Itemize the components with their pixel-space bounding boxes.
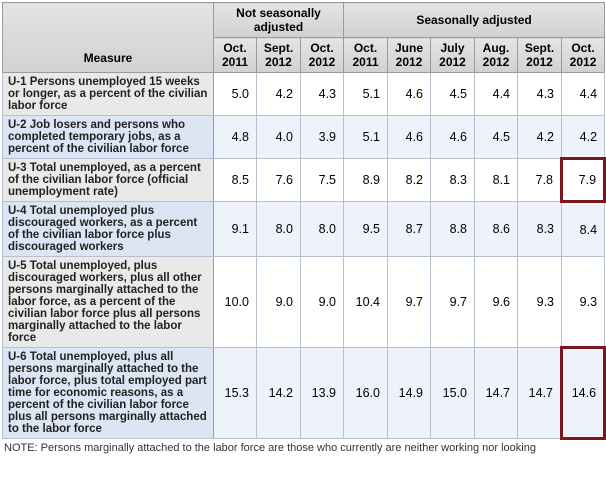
- value-cell: 4.2: [517, 115, 563, 159]
- highlighted-value-cell-u6-oct-2012: 14.6: [560, 346, 606, 440]
- value-cell: 4.0: [256, 115, 301, 159]
- value-cell: 4.6: [387, 72, 432, 116]
- column-header-nsa-sept-2012: Sept. 2012: [256, 37, 301, 73]
- value-cell: 8.0: [299, 201, 345, 257]
- value-cell: 8.9: [343, 158, 389, 202]
- value-cell: 9.6: [474, 256, 519, 348]
- table-row-u2: U-2 Job losers and persons who completed…: [2, 115, 606, 159]
- value-cell: 4.4: [561, 72, 606, 116]
- value-cell: 14.9: [387, 347, 432, 439]
- value-cell: 4.3: [299, 72, 345, 116]
- value-cell: 14.7: [517, 347, 563, 439]
- page-body: Measure Not seasonally adjusted Seasonal…: [2, 2, 606, 454]
- value-cell: 9.5: [343, 201, 389, 257]
- value-cell: 9.0: [256, 256, 301, 348]
- value-cell: 8.5: [213, 158, 257, 202]
- column-header-sa-sept-2012: Sept. 2012: [517, 37, 563, 73]
- value-cell: 5.1: [343, 72, 389, 116]
- unemployment-measures-table: Measure Not seasonally adjusted Seasonal…: [2, 2, 606, 440]
- value-cell: 15.0: [430, 347, 476, 439]
- value-cell: 9.0: [299, 256, 345, 348]
- column-header-sa-oct-2011: Oct. 2011: [343, 37, 389, 73]
- value-cell: 4.4: [474, 72, 519, 116]
- measure-label-u1: U-1 Persons unemployed 15 weeks or longe…: [2, 72, 214, 116]
- table-row-u3: U-3 Total unemployed, as a percent of th…: [2, 157, 606, 203]
- value-cell: 9.7: [387, 256, 432, 348]
- value-cell: 4.5: [474, 115, 519, 159]
- table-row-u1: U-1 Persons unemployed 15 weeks or longe…: [2, 72, 606, 116]
- value-cell: 3.9: [299, 115, 345, 159]
- value-cell: 9.7: [430, 256, 476, 348]
- value-cell: 4.2: [561, 115, 606, 159]
- group-header-row: Measure Not seasonally adjusted Seasonal…: [2, 2, 606, 73]
- value-cell: 9.3: [561, 256, 606, 348]
- value-cell: 4.6: [430, 115, 476, 159]
- value-cell: 16.0: [343, 347, 389, 439]
- value-cell: 8.6: [474, 201, 519, 257]
- table-row-u5: U-5 Total unemployed, plus discouraged w…: [2, 256, 606, 348]
- table-header: Measure Not seasonally adjusted Seasonal…: [2, 2, 606, 73]
- value-cell: 4.5: [430, 72, 476, 116]
- value-cell: 7.8: [517, 158, 563, 202]
- group-header-seasonally-adjusted: Seasonally adjusted: [343, 2, 606, 38]
- table-row-u6: U-6 Total unemployed, plus all persons m…: [2, 346, 606, 440]
- table-note: NOTE: Persons marginally attached to the…: [4, 442, 536, 454]
- value-cell: 14.2: [256, 347, 301, 439]
- value-cell: 14.7: [474, 347, 519, 439]
- value-cell: 9.3: [517, 256, 563, 348]
- column-header-nsa-oct-2011: Oct. 2011: [213, 37, 257, 73]
- value-cell: 8.0: [256, 201, 301, 257]
- value-cell: 4.2: [256, 72, 301, 116]
- measure-label-u4: U-4 Total unemployed plus discouraged wo…: [2, 201, 214, 257]
- column-header-nsa-oct-2012: Oct. 2012: [299, 37, 345, 73]
- value-cell: 8.3: [430, 158, 476, 202]
- measure-column-header: Measure: [2, 2, 214, 73]
- measure-label-u5: U-5 Total unemployed, plus discouraged w…: [2, 256, 214, 348]
- value-cell: 4.6: [387, 115, 432, 159]
- value-cell: 8.7: [387, 201, 432, 257]
- column-header-sa-july-2012: July 2012: [430, 37, 476, 73]
- column-header-sa-aug-2012: Aug. 2012: [474, 37, 519, 73]
- value-cell: 13.9: [299, 347, 345, 439]
- value-cell: 9.1: [213, 201, 257, 257]
- column-header-sa-oct-2012: Oct. 2012: [561, 37, 606, 73]
- group-header-not-seasonally-adjusted: Not seasonally adjusted: [212, 2, 345, 38]
- measure-label-u2: U-2 Job losers and persons who completed…: [2, 115, 214, 159]
- table-body: U-1 Persons unemployed 15 weeks or longe…: [2, 72, 606, 440]
- value-cell: 10.0: [213, 256, 257, 348]
- value-cell: 8.3: [517, 201, 563, 257]
- value-cell: 5.0: [213, 72, 257, 116]
- value-cell: 7.6: [256, 158, 301, 202]
- table-row-u4: U-4 Total unemployed plus discouraged wo…: [2, 201, 606, 257]
- value-cell: 8.1: [474, 158, 519, 202]
- value-cell: 8.4: [561, 201, 606, 257]
- measure-label-u3: U-3 Total unemployed, as a percent of th…: [2, 158, 214, 202]
- measure-label-u6: U-6 Total unemployed, plus all persons m…: [2, 347, 214, 439]
- value-cell: 7.5: [299, 158, 345, 202]
- value-cell: 8.2: [387, 158, 432, 202]
- value-cell: 4.3: [517, 72, 563, 116]
- highlighted-value-cell-u3-oct-2012: 7.9: [560, 157, 606, 203]
- value-cell: 5.1: [343, 115, 389, 159]
- value-cell: 10.4: [343, 256, 389, 348]
- month-header-row: Oct. 2011 Sept. 2012 Oct. 2012 Oct. 2011…: [3, 37, 606, 73]
- value-cell: 4.8: [213, 115, 257, 159]
- column-header-sa-june-2012: June 2012: [387, 37, 432, 73]
- value-cell: 8.8: [430, 201, 476, 257]
- value-cell: 15.3: [213, 347, 257, 439]
